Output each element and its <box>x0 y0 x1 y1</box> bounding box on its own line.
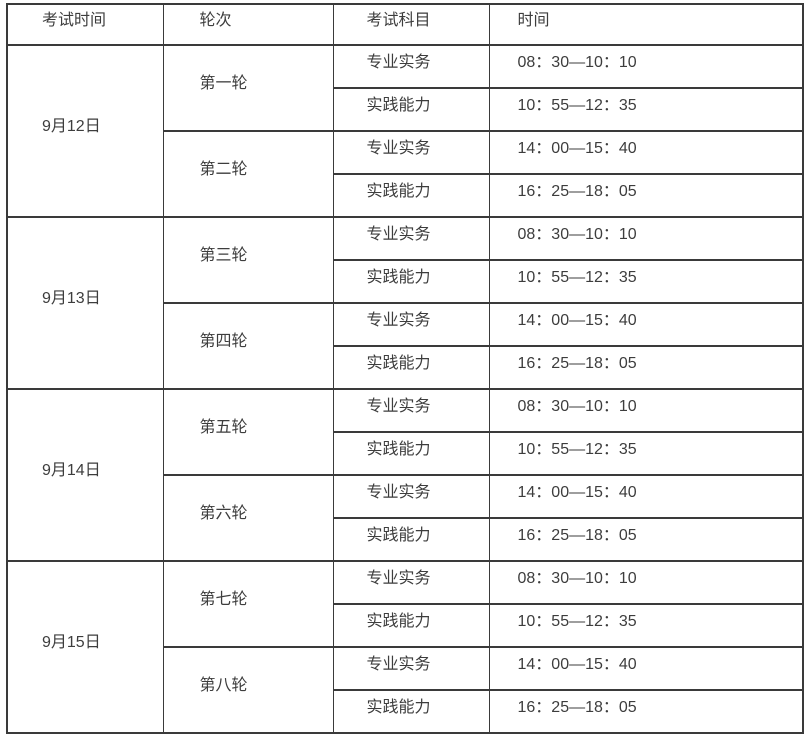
subject-cell: 专业实务 <box>332 474 490 519</box>
time-cell: 14：00—15：40 <box>488 646 804 691</box>
time-cell: 08：30—10：10 <box>488 44 804 89</box>
table-row: 实践能力 16：25—18：05 <box>7 517 804 562</box>
subject-cell: 专业实务 <box>332 302 490 347</box>
time-cell: 16：25—18：05 <box>488 173 804 218</box>
table-row: 实践能力 10：55—12：35 <box>7 431 804 476</box>
header-cell-exam-date: 考试时间 <box>6 3 164 46</box>
time-cell: 14：00—15：40 <box>488 302 804 347</box>
date-cell: 9月14日 <box>6 388 164 562</box>
subject-cell: 专业实务 <box>332 130 490 175</box>
table-row: 实践能力 10：55—12：35 <box>7 259 804 304</box>
table-row: 9月14日 第五轮 专业实务 08：30—10：10 <box>6 388 804 562</box>
time-cell: 10：55—12：35 <box>488 259 804 304</box>
time-cell: 16：25—18：05 <box>488 689 804 734</box>
table-header-row: 考试时间 轮次 考试科目 时间 <box>6 3 804 46</box>
table-row: 9月12日 第一轮 专业实务 08：30—10：10 <box>6 44 804 218</box>
table-row: 第六轮 专业实务 14：00—15：40 <box>7 474 804 562</box>
time-cell: 08：30—10：10 <box>488 560 804 605</box>
header-cell-round: 轮次 <box>162 3 334 46</box>
subject-cell: 实践能力 <box>332 689 490 734</box>
header-cell-time: 时间 <box>488 3 804 46</box>
table-row: 9月15日 第七轮 专业实务 08：30—10：10 <box>6 560 804 734</box>
time-cell: 10：55—12：35 <box>488 603 804 648</box>
round-cell: 第七轮 <box>162 560 334 648</box>
table-row: 9月13日 第三轮 专业实务 08：30—10：10 <box>6 216 804 390</box>
table-row: 实践能力 16：25—18：05 <box>7 345 804 390</box>
date-cell: 9月12日 <box>6 44 164 218</box>
subject-cell: 专业实务 <box>332 216 490 261</box>
date-cell: 9月15日 <box>6 560 164 734</box>
header-cell-subject: 考试科目 <box>332 3 490 46</box>
time-cell: 14：00—15：40 <box>488 474 804 519</box>
subject-cell: 实践能力 <box>332 87 490 132</box>
subject-cell: 实践能力 <box>332 603 490 648</box>
time-cell: 16：25—18：05 <box>488 517 804 562</box>
subject-cell: 专业实务 <box>332 560 490 605</box>
exam-schedule-table: 考试时间 轮次 考试科目 时间 9月12日 第一轮 专业实务 08：30—10：… <box>6 3 804 734</box>
time-cell: 10：55—12：35 <box>488 87 804 132</box>
round-cell: 第五轮 <box>162 388 334 476</box>
table-row: 第四轮 专业实务 14：00—15：40 <box>7 302 804 390</box>
time-cell: 16：25—18：05 <box>488 345 804 390</box>
table-row: 第八轮 专业实务 14：00—15：40 <box>7 646 804 734</box>
subject-cell: 实践能力 <box>332 517 490 562</box>
time-cell: 10：55—12：35 <box>488 431 804 476</box>
table-row: 实践能力 16：25—18：05 <box>7 689 804 734</box>
subject-cell: 实践能力 <box>332 431 490 476</box>
subject-cell: 专业实务 <box>332 646 490 691</box>
time-cell: 08：30—10：10 <box>488 388 804 433</box>
round-cell: 第三轮 <box>162 216 334 304</box>
table-row: 实践能力 16：25—18：05 <box>7 173 804 218</box>
table-row: 实践能力 10：55—12：35 <box>7 87 804 132</box>
subject-cell: 专业实务 <box>332 44 490 89</box>
subject-cell: 实践能力 <box>332 345 490 390</box>
date-cell: 9月13日 <box>6 216 164 390</box>
subject-cell: 实践能力 <box>332 259 490 304</box>
time-cell: 14：00—15：40 <box>488 130 804 175</box>
round-cell: 第二轮 <box>162 130 334 218</box>
subject-cell: 实践能力 <box>332 173 490 218</box>
time-cell: 08：30—10：10 <box>488 216 804 261</box>
round-cell: 第六轮 <box>162 474 334 562</box>
round-cell: 第一轮 <box>162 44 334 132</box>
table-row: 实践能力 10：55—12：35 <box>7 603 804 648</box>
round-cell: 第四轮 <box>162 302 334 390</box>
subject-cell: 专业实务 <box>332 388 490 433</box>
round-cell: 第八轮 <box>162 646 334 734</box>
